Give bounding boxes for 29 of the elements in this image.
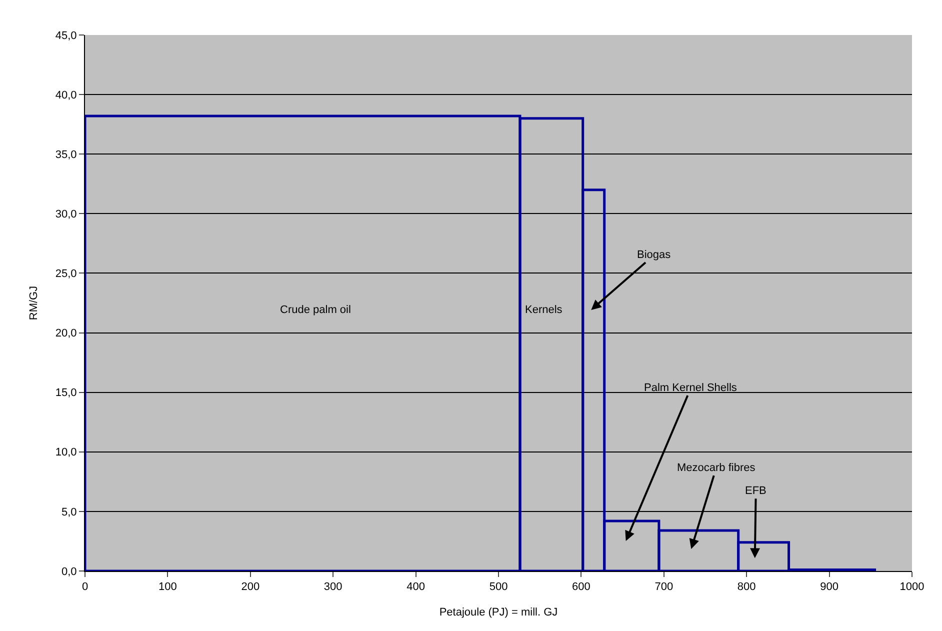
x-tick-label: 100	[158, 581, 177, 594]
x-axis-title: Petajoule (PJ) = mill. GJ	[439, 606, 558, 618]
y-tick-label: 15,0	[55, 387, 77, 400]
x-tick-label: 400	[406, 581, 425, 594]
y-tick-label: 25,0	[55, 268, 77, 280]
annotation: Biogas	[637, 249, 672, 261]
y-tick-label: 40,0	[55, 89, 77, 102]
annotation: Crude palm oil	[280, 304, 351, 316]
x-tick-label: 800	[737, 581, 756, 594]
annotation: Palm Kernel Shells	[644, 382, 738, 394]
annotation: Kernels	[525, 304, 563, 316]
x-tick-label: 600	[572, 581, 590, 594]
y-tick-label: 30,0	[55, 208, 77, 221]
x-tick-label: 300	[324, 581, 342, 594]
y-tick-label: 35,0	[55, 148, 77, 161]
y-tick-label: 20,0	[55, 328, 77, 340]
y-tick-label: 0,0	[62, 566, 77, 578]
y-tick-label: 10,0	[55, 446, 77, 459]
y-tick-label: 5,0	[62, 506, 77, 518]
annotation: EFB	[745, 485, 766, 497]
x-tick-label: 200	[241, 581, 260, 594]
x-tick-label: 500	[489, 581, 508, 594]
annotation: Mezocarb fibres	[677, 462, 756, 474]
y-axis-title: RM/GJ	[28, 286, 40, 320]
x-tick-label: 0	[82, 581, 88, 594]
x-tick-label: 700	[654, 581, 674, 594]
x-tick-label: 1000	[900, 581, 924, 594]
x-tick-label: 900	[820, 581, 838, 594]
y-tick-label: 45,0	[55, 30, 77, 42]
